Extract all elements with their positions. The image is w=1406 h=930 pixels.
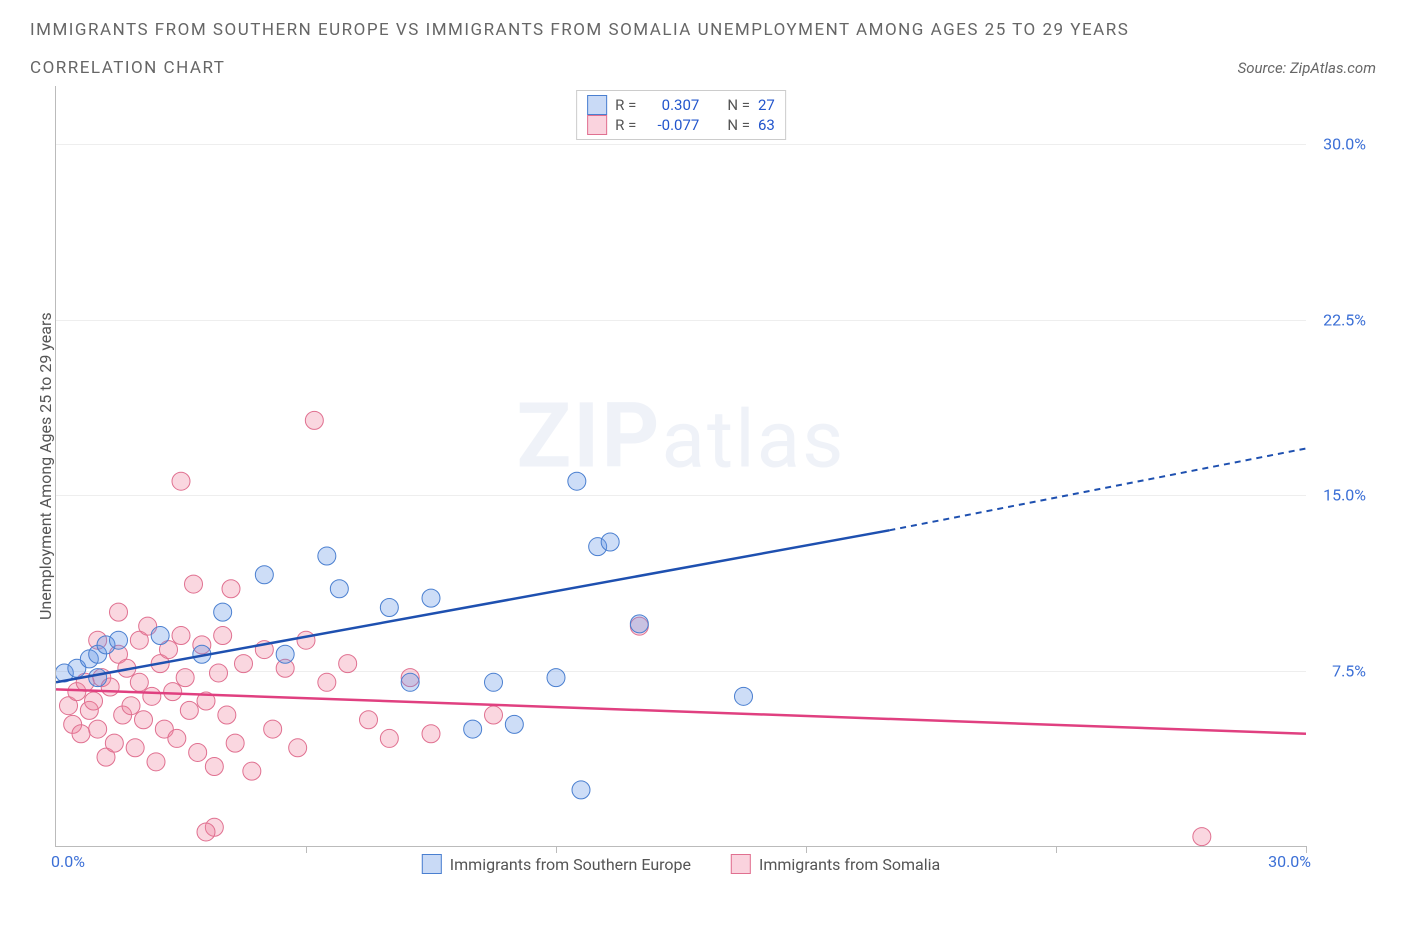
x-axis-end-label: 30.0% xyxy=(1268,852,1311,871)
y-axis-label: Unemployment Among Ages 25 to 29 years xyxy=(30,86,55,847)
x-axis-start-label: 0.0% xyxy=(51,852,85,871)
n-label: N = xyxy=(727,116,750,134)
r-label: R = xyxy=(615,96,636,114)
x-tick xyxy=(1306,846,1307,853)
correlation-legend: R = 0.307 N = 27 R = -0.077 N = 63 xyxy=(576,90,786,140)
subtitle-row: CORRELATION CHART Source: ZipAtlas.com xyxy=(30,58,1376,78)
r-label: R = xyxy=(615,116,636,134)
n-label: N = xyxy=(727,96,750,114)
chart-title-line2: CORRELATION CHART xyxy=(30,58,225,78)
swatch-blue-icon xyxy=(422,854,442,874)
chart-title-line1: IMMIGRANTS FROM SOUTHERN EUROPE VS IMMIG… xyxy=(30,20,1376,40)
y-tick-label: 30.0% xyxy=(1323,135,1366,154)
x-tick xyxy=(306,846,307,853)
scatter-svg xyxy=(56,86,1306,846)
x-tick xyxy=(806,846,807,853)
swatch-blue-icon xyxy=(587,95,607,115)
y-tick-label: 22.5% xyxy=(1323,310,1366,329)
swatch-pink-icon xyxy=(731,854,751,874)
series-label-blue: Immigrants from Southern Europe xyxy=(450,855,691,874)
n-value-blue: 27 xyxy=(758,96,775,114)
r-value-blue: 0.307 xyxy=(644,96,699,114)
legend-row-pink: R = -0.077 N = 63 xyxy=(587,115,775,135)
y-tick-label: 7.5% xyxy=(1332,661,1366,680)
legend-item-blue: Immigrants from Southern Europe xyxy=(422,854,691,874)
source-attribution: Source: ZipAtlas.com xyxy=(1238,59,1376,77)
legend-row-blue: R = 0.307 N = 27 xyxy=(587,95,775,115)
series-label-pink: Immigrants from Somalia xyxy=(759,855,940,874)
chart-container: Unemployment Among Ages 25 to 29 years Z… xyxy=(30,86,1376,847)
x-tick xyxy=(556,846,557,853)
swatch-pink-icon xyxy=(587,115,607,135)
legend-item-pink: Immigrants from Somalia xyxy=(731,854,940,874)
n-value-pink: 63 xyxy=(758,116,775,134)
x-tick xyxy=(1056,846,1057,853)
plot-area: ZIPatlas R = 0.307 N = 27 R = -0.077 N =… xyxy=(55,86,1306,847)
r-value-pink: -0.077 xyxy=(644,116,699,134)
y-tick-label: 15.0% xyxy=(1323,486,1366,505)
series-legend: Immigrants from Southern Europe Immigran… xyxy=(422,854,940,874)
